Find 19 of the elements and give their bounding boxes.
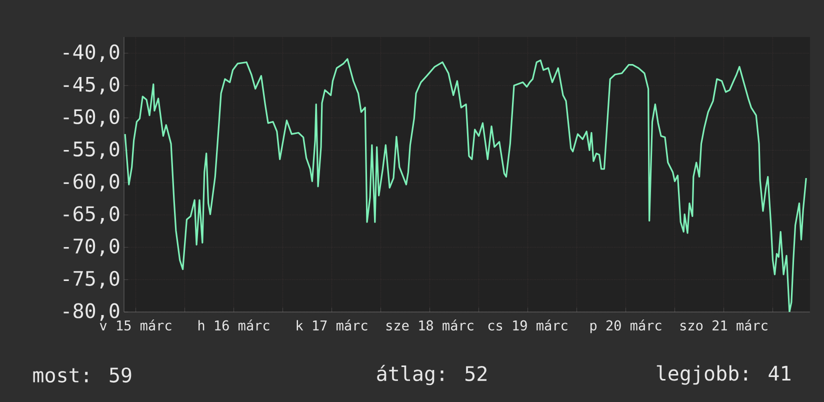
x-tick-label: p 20 márc	[590, 320, 662, 334]
y-tick-label: -70,0	[64, 238, 120, 256]
x-tick-label: h 16 márc	[198, 320, 270, 331]
x-tick-label: k 17 márc	[296, 320, 368, 331]
y-tick-label: -50,0	[64, 109, 120, 127]
y-tick-label: -80,0	[64, 303, 120, 321]
x-tick-label: v 15 márc	[100, 320, 172, 331]
text: átlag: 52	[377, 364, 486, 386]
y-tick-label: -45,0	[64, 76, 120, 94]
y-tick-label: -65,0	[64, 206, 120, 224]
y-tick-label: -40,0	[64, 44, 120, 62]
y-tick-label: -60,0	[64, 174, 120, 192]
x-tick-label: cs 19 márc	[488, 320, 568, 331]
text: legjobb: 41	[656, 365, 790, 385]
x-tick-label: sze 18 márc	[386, 320, 474, 331]
y-tick-label: -75,0	[64, 270, 120, 288]
text: most: 59	[33, 367, 132, 383]
x-tick-label: szo 21 márc	[680, 320, 768, 331]
y-tick-label: -55,0	[64, 141, 120, 160]
